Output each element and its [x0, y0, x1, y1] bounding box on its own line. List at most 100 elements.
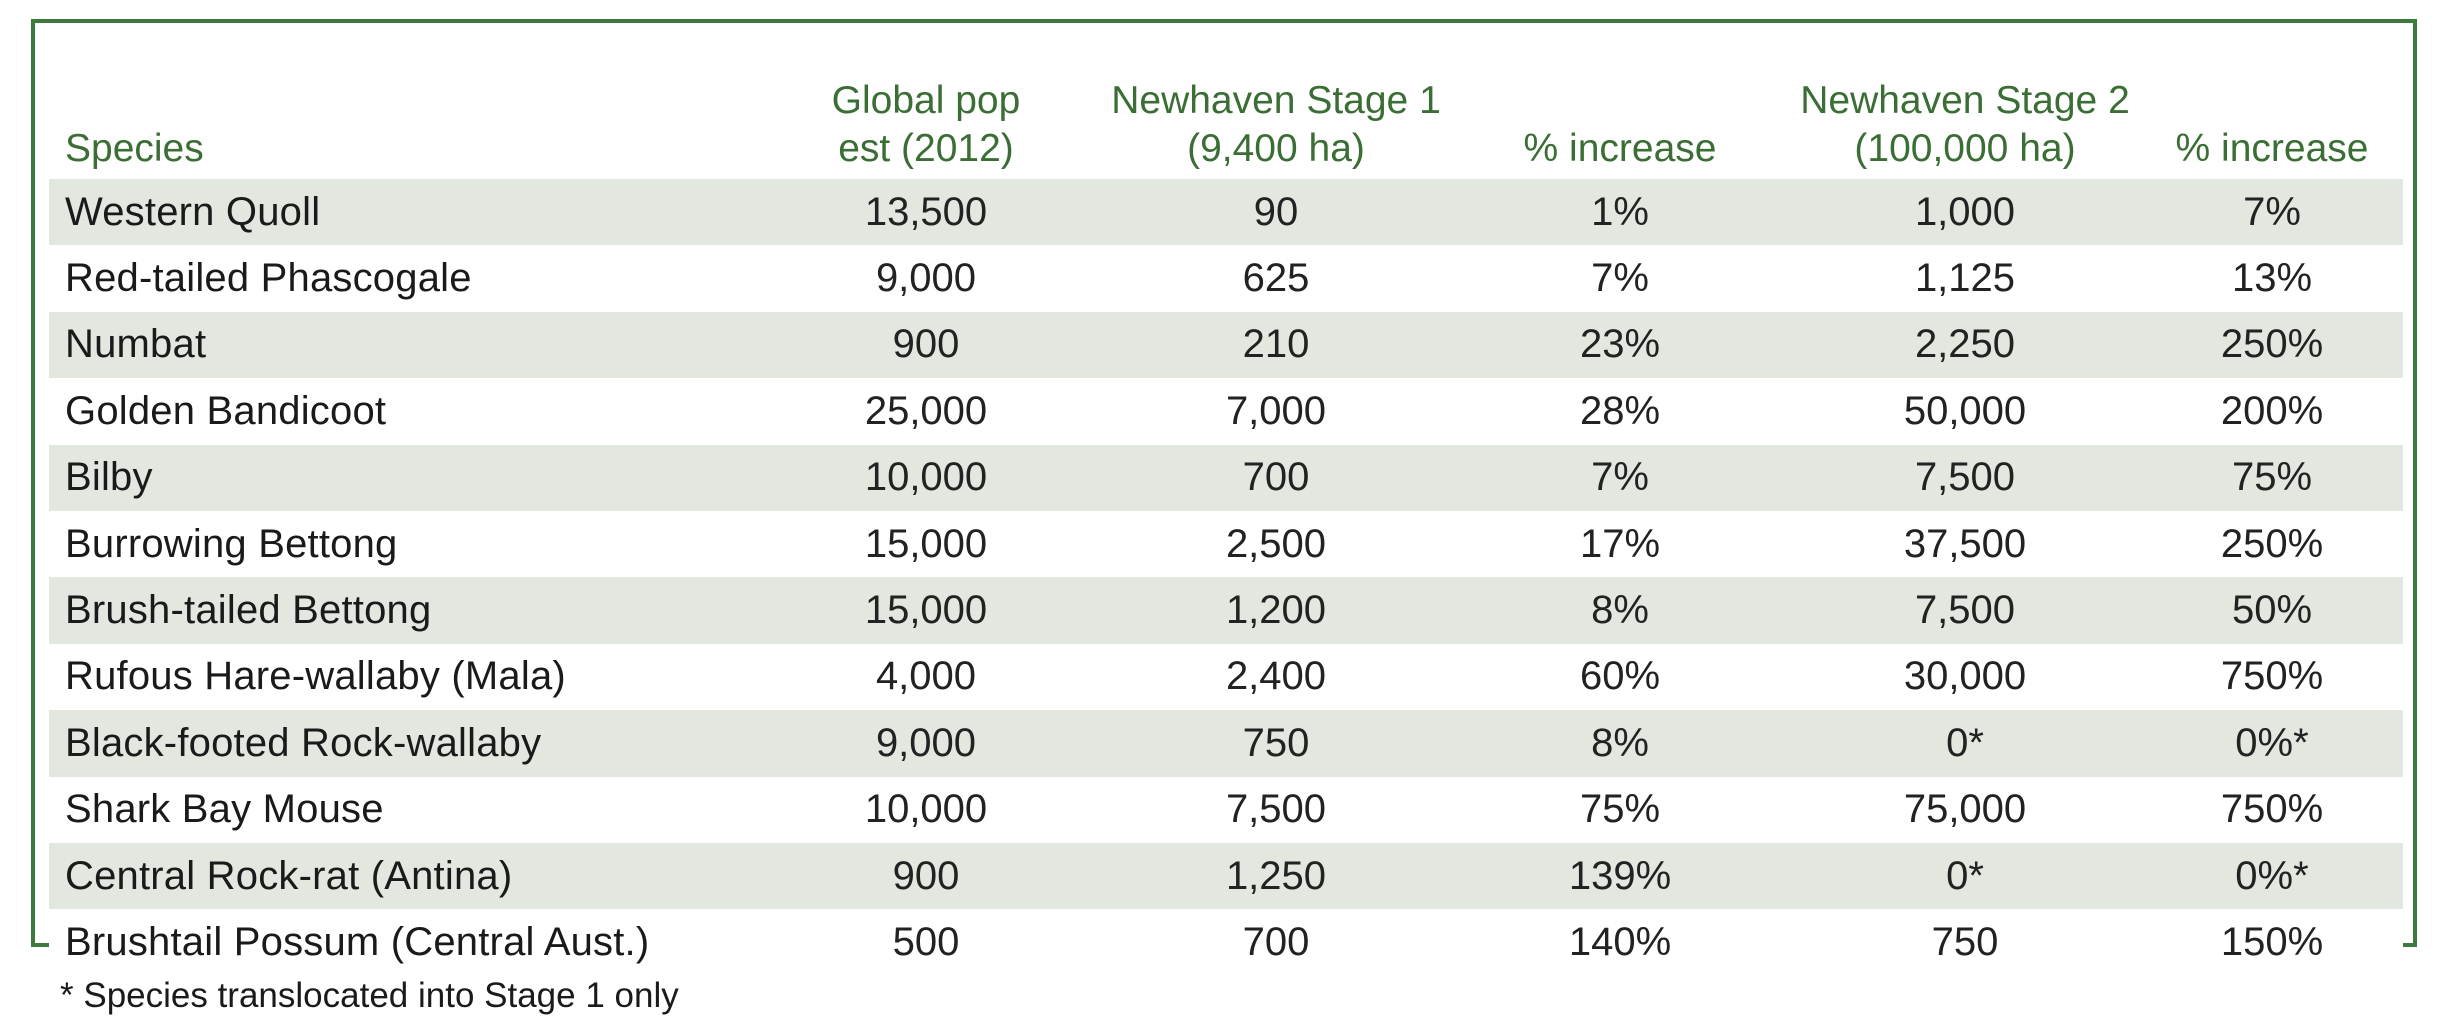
header-stage2: Newhaven Stage 2 (100,000 ha) [1789, 43, 2141, 179]
pct1-cell: 23% [1451, 311, 1789, 379]
pct1-cell: 60% [1451, 643, 1789, 711]
global-pop-cell: 13,500 [751, 179, 1101, 246]
table-row: Central Rock-rat (Antina) 900 1,250 139%… [49, 842, 2403, 910]
global-pop-cell: 9,000 [751, 245, 1101, 312]
species-cell: Rufous Hare-wallaby (Mala) [49, 643, 751, 711]
stage2-cell: 1,000 [1789, 179, 2141, 246]
global-pop-cell: 25,000 [751, 378, 1101, 445]
stage1-cell: 1,200 [1101, 577, 1451, 644]
table-row: Burrowing Bettong 15,000 2,500 17% 37,50… [49, 510, 2403, 578]
species-cell: Brush-tailed Bettong [49, 577, 751, 644]
table-row: Golden Bandicoot 25,000 7,000 28% 50,000… [49, 378, 2403, 445]
stage2-cell: 0* [1789, 710, 2141, 777]
table-header-row: Species Global pop est (2012) Newhaven S… [49, 43, 2403, 179]
stage2-cell: 75,000 [1789, 776, 2141, 843]
stage1-cell: 90 [1101, 179, 1451, 246]
species-cell: Central Rock-rat (Antina) [49, 842, 751, 910]
stage2-cell: 1,125 [1789, 245, 2141, 312]
header-stage1-line2: (9,400 ha) [1187, 127, 1365, 170]
table-row: Western Quoll 13,500 90 1% 1,000 7% [49, 179, 2403, 246]
stage1-cell: 750 [1101, 710, 1451, 777]
header-pct2-label: % increase [2175, 127, 2369, 170]
pct2-cell: 0%* [2141, 842, 2403, 910]
stage2-cell: 7,500 [1789, 444, 2141, 511]
stage2-cell: 30,000 [1789, 643, 2141, 711]
global-pop-cell: 500 [751, 909, 1101, 976]
pct2-cell: 250% [2141, 510, 2403, 578]
species-cell: Red-tailed Phascogale [49, 245, 751, 312]
footnote: * Species translocated into Stage 1 only [60, 976, 679, 1015]
pct2-cell: 250% [2141, 311, 2403, 379]
species-cell: Western Quoll [49, 179, 751, 246]
header-stage1-line1: Newhaven Stage 1 [1111, 79, 1441, 122]
stage1-cell: 700 [1101, 444, 1451, 511]
species-cell: Shark Bay Mouse [49, 776, 751, 843]
pct2-cell: 7% [2141, 179, 2403, 246]
table-row: Brushtail Possum (Central Aust.) 500 700… [49, 909, 2403, 976]
pct2-cell: 50% [2141, 577, 2403, 644]
stage1-cell: 7,000 [1101, 378, 1451, 445]
species-cell: Black-footed Rock-wallaby [49, 710, 751, 777]
header-stage2-line1: Newhaven Stage 2 [1800, 79, 2130, 122]
pct1-cell: 17% [1451, 510, 1789, 578]
table-row: Brush-tailed Bettong 15,000 1,200 8% 7,5… [49, 577, 2403, 644]
stage1-cell: 700 [1101, 909, 1451, 976]
stage2-cell: 7,500 [1789, 577, 2141, 644]
header-pct-increase-2: % increase [2141, 43, 2403, 179]
pct2-cell: 750% [2141, 776, 2403, 843]
table-row: Bilby 10,000 700 7% 7,500 75% [49, 444, 2403, 511]
pct2-cell: 0%* [2141, 710, 2403, 777]
pct2-cell: 150% [2141, 909, 2403, 976]
global-pop-cell: 900 [751, 842, 1101, 910]
pct1-cell: 139% [1451, 842, 1789, 910]
table-row: Red-tailed Phascogale 9,000 625 7% 1,125… [49, 245, 2403, 312]
stage2-cell: 37,500 [1789, 510, 2141, 578]
table-row: Shark Bay Mouse 10,000 7,500 75% 75,000 … [49, 776, 2403, 843]
pct2-cell: 200% [2141, 378, 2403, 445]
pct1-cell: 75% [1451, 776, 1789, 843]
pct1-cell: 8% [1451, 577, 1789, 644]
global-pop-cell: 10,000 [751, 776, 1101, 843]
header-stage1: Newhaven Stage 1 (9,400 ha) [1101, 43, 1451, 179]
population-table: Species Global pop est (2012) Newhaven S… [49, 43, 2403, 976]
stage2-cell: 50,000 [1789, 378, 2141, 445]
pct1-cell: 1% [1451, 179, 1789, 246]
pct2-cell: 13% [2141, 245, 2403, 312]
header-species: Species [49, 43, 751, 179]
table-row: Rufous Hare-wallaby (Mala) 4,000 2,400 6… [49, 643, 2403, 711]
header-species-label: Species [65, 127, 204, 170]
global-pop-cell: 4,000 [751, 643, 1101, 711]
stage2-cell: 750 [1789, 909, 2141, 976]
stage1-cell: 2,500 [1101, 510, 1451, 578]
table-row: Numbat 900 210 23% 2,250 250% [49, 311, 2403, 379]
table-row: Black-footed Rock-wallaby 9,000 750 8% 0… [49, 710, 2403, 777]
stage1-cell: 210 [1101, 311, 1451, 379]
stage1-cell: 2,400 [1101, 643, 1451, 711]
global-pop-cell: 9,000 [751, 710, 1101, 777]
stage2-cell: 0* [1789, 842, 2141, 910]
global-pop-cell: 15,000 [751, 577, 1101, 644]
pct2-cell: 750% [2141, 643, 2403, 711]
stage1-cell: 625 [1101, 245, 1451, 312]
species-cell: Burrowing Bettong [49, 510, 751, 578]
global-pop-cell: 10,000 [751, 444, 1101, 511]
pct2-cell: 75% [2141, 444, 2403, 511]
header-global-line1: Global pop [831, 79, 1021, 122]
header-stage2-line2: (100,000 ha) [1854, 127, 2076, 170]
header-global-pop: Global pop est (2012) [751, 43, 1101, 179]
header-pct-increase-1: % increase [1451, 43, 1789, 179]
header-pct1-label: % increase [1523, 127, 1717, 170]
pct1-cell: 140% [1451, 909, 1789, 976]
species-cell: Bilby [49, 444, 751, 511]
pct1-cell: 7% [1451, 245, 1789, 312]
species-cell: Numbat [49, 311, 751, 379]
pct1-cell: 8% [1451, 710, 1789, 777]
population-table-frame: Species Global pop est (2012) Newhaven S… [31, 19, 2417, 976]
stage1-cell: 7,500 [1101, 776, 1451, 843]
species-cell: Golden Bandicoot [49, 378, 751, 445]
pct1-cell: 7% [1451, 444, 1789, 511]
species-cell: Brushtail Possum (Central Aust.) [49, 909, 751, 976]
pct1-cell: 28% [1451, 378, 1789, 445]
header-global-line2: est (2012) [838, 127, 1014, 170]
global-pop-cell: 15,000 [751, 510, 1101, 578]
